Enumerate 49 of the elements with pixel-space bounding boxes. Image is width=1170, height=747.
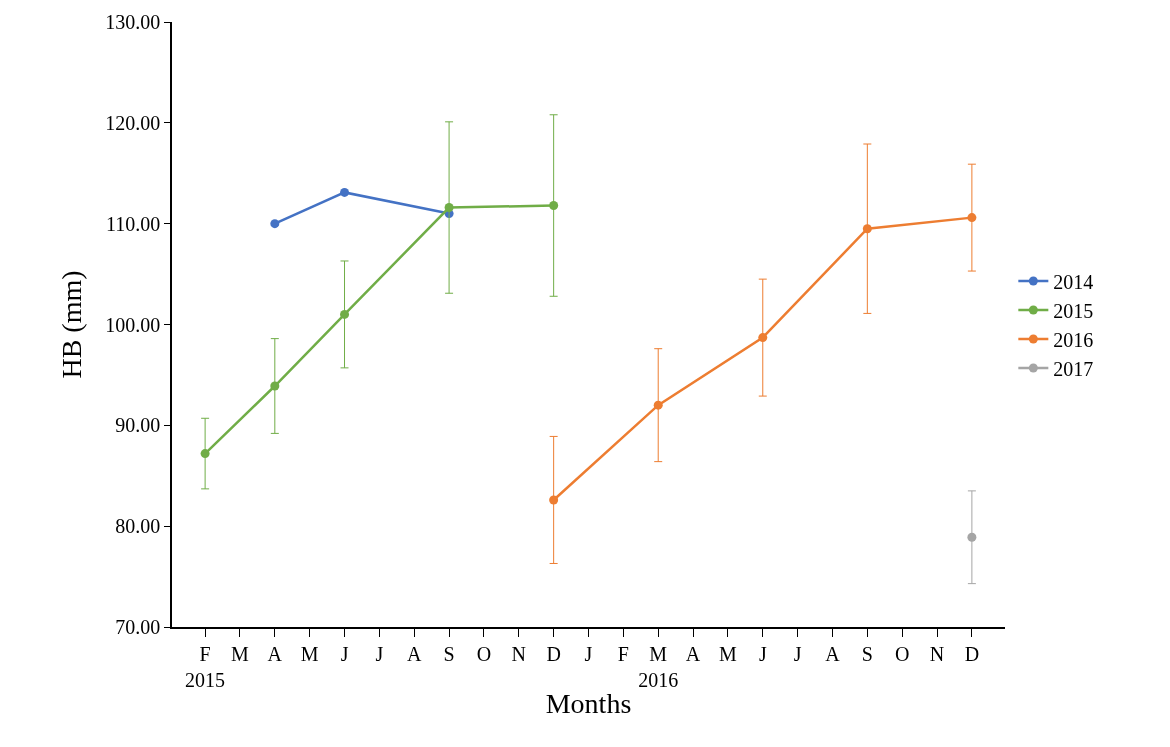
- point: [200, 449, 210, 459]
- point: [340, 187, 350, 197]
- point: [758, 333, 768, 343]
- x-tick-label: F 2015: [185, 642, 226, 691]
- point: [340, 309, 350, 319]
- point: [444, 203, 454, 213]
- y-axis-title: HB (mm): [56, 270, 88, 379]
- legend-label: 2017: [1053, 357, 1094, 380]
- y-tick-label: 130.00: [105, 11, 161, 33]
- x-tick-label: N: [511, 642, 527, 665]
- x-axis-title: Months: [545, 688, 632, 720]
- x-tick-label: M: [231, 642, 250, 665]
- point: [653, 400, 663, 410]
- x-tick-label: M 2016: [638, 642, 679, 691]
- y-tick-label: 80.00: [115, 515, 161, 538]
- y-tick-label: 100.00: [105, 313, 161, 336]
- x-tick-label: J: [793, 642, 802, 665]
- x-tick-label: J: [375, 642, 384, 665]
- x-tick-label: O: [894, 642, 910, 665]
- x-tick-label: A: [825, 642, 841, 665]
- x-tick-label: J: [758, 642, 767, 665]
- x-tick-label: N: [929, 642, 945, 665]
- point: [270, 219, 280, 229]
- point: [549, 201, 559, 211]
- x-tick-label: D: [964, 642, 980, 665]
- x-tick-label: M: [300, 642, 319, 665]
- y-tick-label: 120.00: [105, 111, 161, 134]
- legend-label: 2016: [1053, 328, 1094, 351]
- point: [967, 213, 977, 223]
- x-tick-label: S: [443, 642, 455, 665]
- x-tick-label: S: [861, 642, 873, 665]
- point: [549, 495, 559, 505]
- point: [862, 224, 872, 234]
- x-tick-label: J: [340, 642, 349, 665]
- x-tick-label: A: [267, 642, 283, 665]
- y-tick-label: 110.00: [105, 212, 161, 235]
- x-tick-label: A: [407, 642, 422, 665]
- x-tick-label: M: [719, 642, 738, 665]
- y-tick-label: 90.00: [115, 414, 161, 437]
- x-tick-label: A: [685, 642, 701, 665]
- x-tick-label: F: [617, 642, 629, 665]
- x-tick-label: J: [584, 642, 593, 665]
- point: [270, 381, 280, 391]
- x-tick-label: O: [476, 642, 492, 665]
- legend-label: 2015: [1053, 299, 1094, 322]
- x-tick-label: D: [546, 642, 561, 665]
- point: [967, 532, 977, 542]
- legend-label: 2014: [1053, 270, 1094, 293]
- y-tick-label: 70.00: [115, 616, 161, 638]
